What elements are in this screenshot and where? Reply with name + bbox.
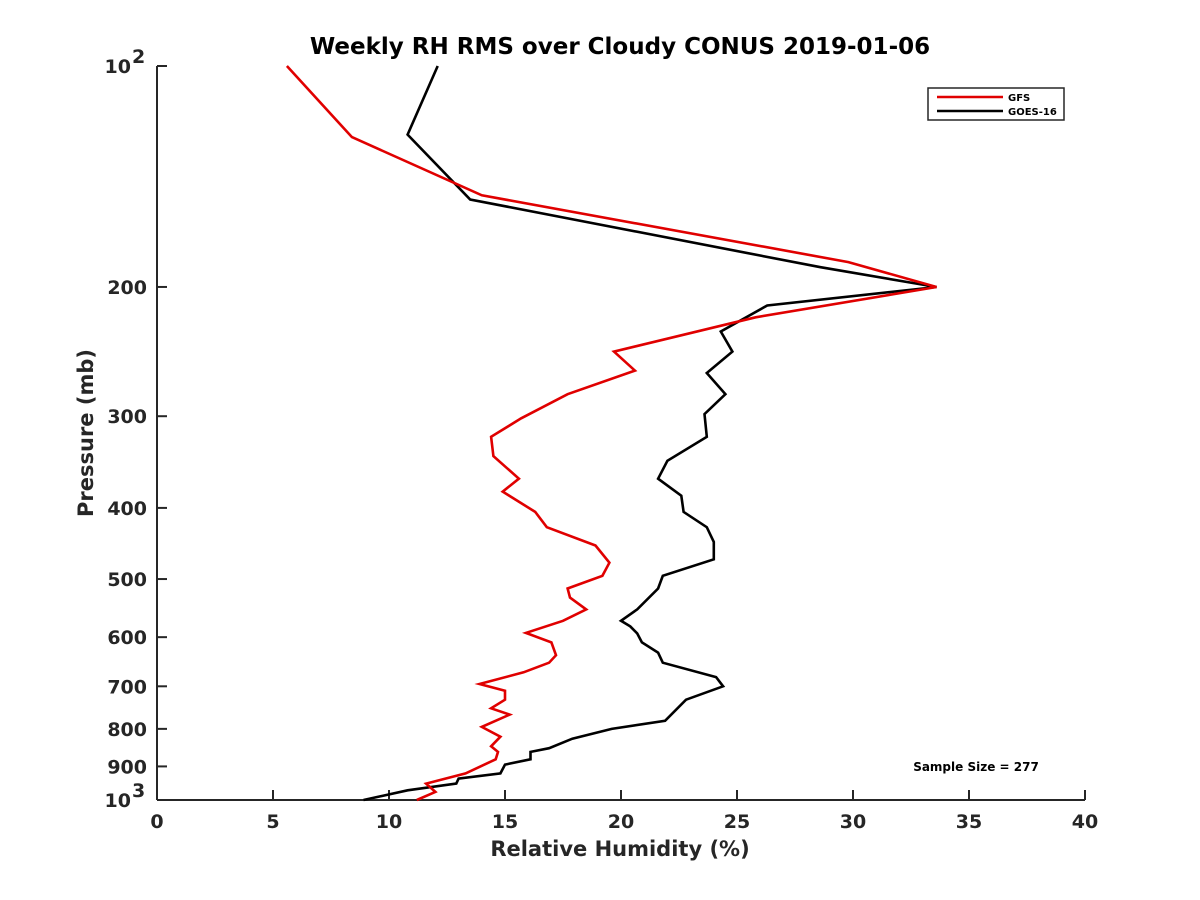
x-tick-label: 30 [840, 811, 866, 833]
legend-box [927, 87, 1065, 121]
x-tick-label: 20 [608, 811, 634, 833]
legend: GFS GOES-16 [927, 87, 1065, 121]
chart-title: Weekly RH RMS over Cloudy CONUS 2019-01-… [310, 34, 930, 60]
y-tick-label: 800 [107, 719, 147, 741]
x-tick-label: 35 [956, 811, 982, 833]
y-tick-label: 600 [107, 627, 147, 649]
y-tick-label: 10 [105, 56, 131, 78]
x-axis-label: Relative Humidity (%) [490, 837, 749, 861]
y-tick-exponent: 2 [132, 46, 145, 68]
y-tick-label: 200 [107, 277, 147, 299]
y-tick-label: 900 [107, 756, 147, 778]
x-tick-label: 10 [376, 811, 402, 833]
x-tick-label: 5 [266, 811, 279, 833]
y-tick-label: 300 [107, 406, 147, 428]
series-line-gfs [285, 65, 937, 802]
y-tick-exponent: 3 [132, 780, 145, 802]
legend-label-goes16: GOES-16 [1008, 107, 1057, 118]
legend-label-gfs: GFS [1008, 93, 1030, 104]
x-tick-label: 25 [724, 811, 750, 833]
y-tick-label: 400 [107, 498, 147, 520]
y-tick-label: 700 [107, 676, 147, 698]
y-tick-label: 500 [107, 569, 147, 591]
x-tick-label: 0 [150, 811, 163, 833]
y-tick-label: 10 [105, 790, 131, 812]
sample-size-annotation: Sample Size = 277 [913, 760, 1039, 774]
x-tick-label: 15 [492, 811, 518, 833]
series-line-goes16 [363, 65, 937, 802]
plot-lines [285, 65, 937, 802]
y-axis-label: Pressure (mb) [74, 349, 98, 517]
x-tick-label: 40 [1072, 811, 1098, 833]
